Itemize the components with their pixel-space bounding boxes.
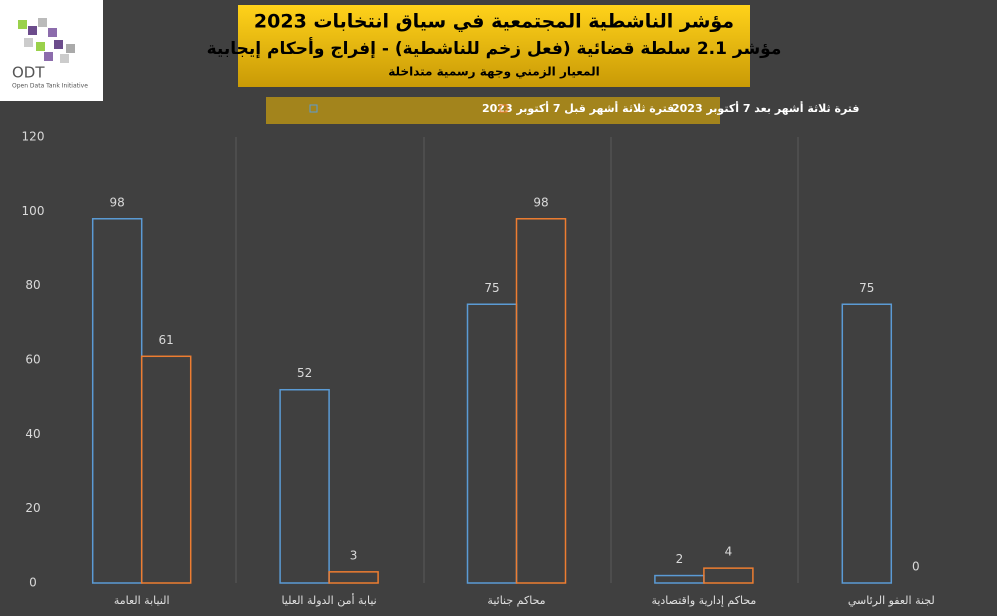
logo-subtitle: Open Data Tank Initiative: [12, 83, 88, 90]
value-label: 2: [676, 552, 684, 566]
bar: [328, 571, 379, 584]
logo-cubes: [18, 18, 75, 63]
value-label: 75: [859, 281, 874, 295]
logo-name: ODT: [12, 64, 45, 82]
chart-note: المعيار الزمني وجهة رسمية متداخلة: [388, 65, 599, 80]
bar: [841, 303, 893, 584]
value-label: 0: [912, 560, 920, 574]
legend-swatch: [499, 104, 508, 113]
y-tick-label: 40: [25, 427, 40, 441]
legend-swatch: [309, 104, 318, 113]
chart-subtitle: مؤشر 2.1 سلطة قضائية (فعل زخم للناشطية) …: [207, 37, 782, 59]
value-label: 75: [484, 281, 499, 295]
x-tick-label: محاكم إدارية واقتصادية: [651, 594, 756, 607]
legend-label: فترة ثلاثة أشهر بعد 7 أكتوبر 2023: [672, 101, 860, 115]
value-label: 52: [297, 366, 312, 380]
x-tick-label: النيابة العامة: [114, 594, 170, 607]
value-label: 61: [159, 333, 174, 347]
y-tick-label: 80: [25, 278, 40, 292]
logo-box: [0, 0, 103, 101]
bar: [515, 218, 567, 584]
legend-label: فترة ثلاثة أشهر قبل 7 أكتوبر 2023: [482, 101, 674, 115]
x-tick-label: نيابة أمن الدولة العليا: [281, 593, 376, 607]
y-tick-label: 60: [25, 353, 40, 367]
value-label: 3: [350, 548, 358, 562]
value-label: 98: [110, 195, 125, 209]
value-label: 4: [725, 545, 733, 559]
y-tick-label: 0: [29, 576, 37, 590]
separators: [235, 137, 799, 583]
x-tick-label: محاكم جنائية: [487, 594, 545, 607]
bar: [703, 567, 754, 584]
bar: [140, 355, 192, 584]
legend-box: [266, 97, 720, 124]
y-tick-label: 120: [22, 130, 45, 144]
y-tick-label: 20: [25, 501, 40, 515]
chart-title: مؤشر الناشطية المجتمعية في سياق انتخابات…: [254, 11, 734, 33]
y-tick-label: 100: [22, 204, 45, 218]
logo: ODT Open Data Tank Initiative: [0, 0, 103, 101]
title-box: [238, 5, 750, 87]
x-tick-label: لجنة العفو الرئاسي: [848, 594, 935, 607]
bar: [279, 388, 330, 584]
value-label: 98: [533, 195, 548, 209]
